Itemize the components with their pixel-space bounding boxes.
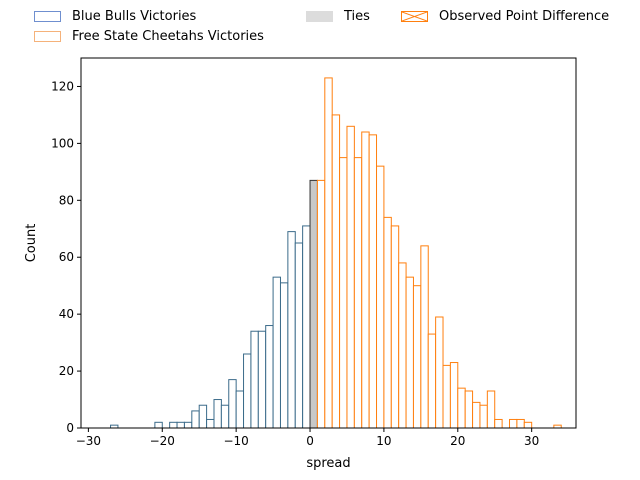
y-tick-label: 20: [59, 364, 74, 378]
legend-label: Free State Cheetahs Victories: [72, 28, 264, 44]
histogram-bar-blue-bulls-victories: [198, 404, 208, 429]
histogram-bar-free-state-cheetahs-victories: [316, 179, 326, 429]
histogram-bar-free-state-cheetahs-victories: [361, 131, 370, 429]
histogram-bar-free-state-cheetahs-victories: [331, 114, 341, 429]
histogram-bar-blue-bulls-victories: [243, 353, 252, 429]
legend-label: Observed Point Difference: [439, 8, 610, 24]
histogram-bar-free-state-cheetahs-victories: [324, 77, 333, 429]
y-axis-ticks: 0 20 40 60 80 100 120: [51, 79, 81, 435]
y-tick-label: 40: [59, 307, 74, 321]
bars-layer: [110, 77, 562, 429]
legend-item-blue-bulls: Blue Bulls Victories: [34, 6, 264, 26]
legend-right: Observed Point Difference: [401, 6, 609, 26]
histogram-bar-free-state-cheetahs-victories: [346, 125, 355, 429]
x-tick-label: −20: [150, 434, 175, 448]
legend-swatch-hatched-orange: [401, 10, 428, 22]
histogram-bar-blue-bulls-victories: [250, 330, 259, 429]
histogram-bar-free-state-cheetahs-victories: [442, 364, 451, 429]
legend-middle: Ties: [306, 6, 370, 26]
histogram-bar-blue-bulls-victories: [220, 404, 230, 429]
histogram-bar-blue-bulls-victories: [257, 330, 267, 429]
histogram-bar-blue-bulls-victories: [176, 421, 185, 429]
y-tick-label: 100: [51, 136, 74, 150]
y-axis-label: Count: [24, 224, 39, 263]
histogram-bar-free-state-cheetahs-victories: [420, 245, 429, 429]
histogram-bar-blue-bulls-victories: [183, 421, 193, 429]
legend-swatch-outline-orange: [34, 30, 61, 42]
histogram-bar-blue-bulls-victories: [154, 421, 163, 429]
histogram-bar-free-state-cheetahs-victories: [523, 421, 533, 429]
histogram-bar-free-state-cheetahs-victories: [383, 216, 392, 429]
legend-label: Blue Bulls Victories: [72, 8, 197, 24]
histogram-bar-free-state-cheetahs-victories: [449, 362, 459, 429]
histogram-bar-free-state-cheetahs-victories: [390, 225, 400, 429]
histogram-bar-free-state-cheetahs-victories: [368, 134, 378, 429]
histogram-bar-blue-bulls-victories: [228, 379, 237, 429]
histogram-bar-ties: [309, 179, 318, 429]
x-tick-label: 0: [306, 434, 314, 448]
histogram-bar-free-state-cheetahs-victories: [486, 390, 496, 429]
x-axis-ticks: −30 −20 −10 0 10 20 30: [76, 428, 539, 448]
histogram-bar-blue-bulls-victories: [279, 282, 289, 429]
histogram-bar-free-state-cheetahs-victories: [339, 157, 348, 429]
legend-swatch-outline-blue: [34, 10, 61, 22]
legend-swatch-filled-gray: [306, 10, 333, 22]
legend-item-observed: Observed Point Difference: [401, 6, 609, 26]
histogram-bar-blue-bulls-victories: [235, 390, 245, 429]
y-tick-label: 120: [51, 79, 74, 93]
x-tick-label: 20: [450, 434, 465, 448]
x-tick-label: 30: [524, 434, 539, 448]
histogram-bar-blue-bulls-victories: [287, 231, 296, 429]
plot-frame: [80, 57, 577, 429]
x-tick-label: −10: [223, 434, 248, 448]
x-tick-label: 10: [376, 434, 391, 448]
histogram-bar-free-state-cheetahs-victories: [412, 285, 422, 429]
legend-item-ties: Ties: [306, 6, 370, 26]
histogram-bar-free-state-cheetahs-victories: [479, 404, 488, 429]
histogram-bar-free-state-cheetahs-victories: [427, 333, 437, 429]
histogram-bar-free-state-cheetahs-victories: [509, 418, 518, 429]
histogram-bar-free-state-cheetahs-victories: [376, 165, 385, 429]
histogram-bar-free-state-cheetahs-victories: [405, 276, 414, 429]
histogram-bar-blue-bulls-victories: [191, 410, 200, 429]
hatch-pattern: [402, 11, 427, 21]
histogram-bar-blue-bulls-victories: [213, 399, 222, 429]
legend-left: Blue Bulls Victories Free State Cheetahs…: [34, 6, 264, 46]
histogram-bar-blue-bulls-victories: [265, 325, 274, 429]
histogram-bar-free-state-cheetahs-victories: [472, 401, 481, 429]
histogram-bar-free-state-cheetahs-victories: [516, 418, 525, 429]
x-tick-label: −30: [76, 434, 101, 448]
legend-label: Ties: [344, 8, 370, 24]
histogram-bar-free-state-cheetahs-victories: [464, 390, 474, 429]
histogram-bar-blue-bulls-victories: [272, 276, 281, 429]
y-tick-label: 80: [59, 193, 74, 207]
histogram-bar-free-state-cheetahs-victories: [398, 262, 407, 429]
histogram-bar-free-state-cheetahs-victories: [494, 418, 503, 429]
x-axis-label: spread: [306, 456, 350, 471]
histogram-bar-blue-bulls-victories: [206, 418, 215, 429]
histogram-bar-blue-bulls-victories: [302, 225, 311, 429]
y-tick-label: 60: [59, 250, 74, 264]
histogram-bar-blue-bulls-victories: [169, 421, 178, 429]
histogram-bar-free-state-cheetahs-victories: [457, 387, 466, 429]
histogram-bar-blue-bulls-victories: [294, 242, 304, 429]
histogram-bar-free-state-cheetahs-victories: [435, 316, 444, 429]
histogram-bar-free-state-cheetahs-victories: [353, 157, 363, 429]
y-tick-label: 0: [66, 421, 74, 435]
legend-item-cheetahs: Free State Cheetahs Victories: [34, 26, 264, 46]
